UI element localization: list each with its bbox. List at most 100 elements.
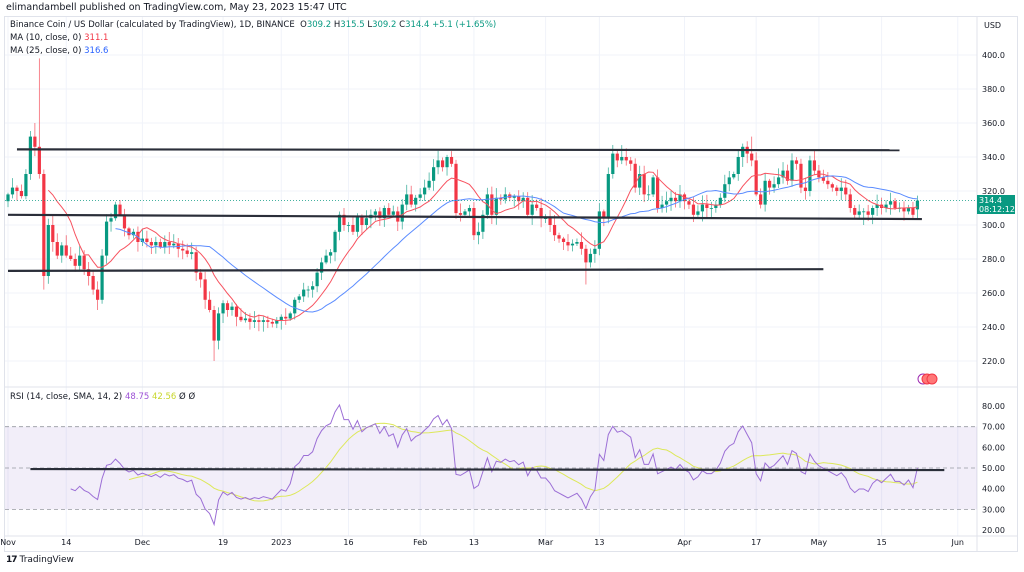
candle-body bbox=[382, 208, 386, 219]
rsi-tick-label: 80.00 bbox=[982, 402, 1005, 411]
candle-body bbox=[521, 197, 525, 202]
last-price: 314.4 bbox=[979, 196, 1002, 205]
candle-body bbox=[490, 194, 494, 215]
candle-body bbox=[225, 303, 230, 310]
candle-body bbox=[915, 200, 920, 210]
candle-body bbox=[203, 279, 207, 300]
candle-body bbox=[597, 211, 601, 249]
candle-body bbox=[306, 289, 310, 291]
x-tick-label: Jun bbox=[951, 538, 965, 547]
candle-body bbox=[100, 255, 104, 300]
candle-body bbox=[391, 211, 395, 215]
candle-body bbox=[624, 157, 628, 161]
candle-body bbox=[212, 310, 216, 341]
candle-body bbox=[275, 320, 279, 324]
candle-body bbox=[64, 245, 68, 256]
price-tick-label: 360.0 bbox=[982, 119, 1005, 128]
price-tick-label: 260.0 bbox=[982, 289, 1005, 298]
x-tick-label: Dec bbox=[135, 538, 150, 547]
ma10-legend[interactable]: MA (10, close, 0) 311.1 bbox=[10, 33, 108, 43]
candle-body bbox=[346, 225, 351, 226]
trendline-support bbox=[7, 213, 922, 221]
candle-body bbox=[517, 196, 521, 202]
trendline-lower-support bbox=[7, 268, 824, 272]
candle-body bbox=[216, 313, 221, 341]
candle-body bbox=[857, 211, 861, 215]
candle-body bbox=[539, 208, 543, 219]
candle-body bbox=[499, 197, 503, 200]
currency-label[interactable]: USD bbox=[984, 21, 1002, 30]
candle-body bbox=[337, 214, 342, 232]
candle-body bbox=[458, 213, 463, 215]
candle-body bbox=[243, 318, 248, 321]
candle-body bbox=[660, 204, 664, 208]
symbol-title: Binance Coin / US Dollar (calculated by … bbox=[10, 20, 295, 30]
candle-body bbox=[230, 306, 234, 310]
candle-body bbox=[427, 180, 431, 188]
candle-body bbox=[647, 194, 651, 196]
candle-body bbox=[51, 225, 55, 242]
candle-body bbox=[378, 211, 382, 219]
candle-body bbox=[835, 187, 839, 191]
candle-body bbox=[794, 160, 799, 164]
x-tick-label: Nov bbox=[0, 538, 16, 547]
candle-body bbox=[257, 320, 261, 322]
candle-body bbox=[687, 201, 691, 205]
candle-body bbox=[606, 174, 610, 219]
candle-body bbox=[620, 157, 624, 161]
candle-body bbox=[324, 255, 328, 263]
rsi-legend[interactable]: RSI (14, close, SMA, 14, 2) 48.75 42.56 … bbox=[10, 392, 195, 402]
candle-body bbox=[718, 197, 722, 205]
candle-body bbox=[584, 248, 588, 263]
candle-body bbox=[535, 204, 539, 208]
candle-body bbox=[440, 160, 445, 168]
price-tick-label: 320.0 bbox=[982, 187, 1005, 196]
candle-body bbox=[642, 174, 646, 195]
candle-body bbox=[826, 180, 830, 185]
candle-body bbox=[15, 187, 19, 191]
ma25-legend[interactable]: MA (25, close, 0) 316.6 bbox=[10, 46, 108, 56]
candle-body bbox=[669, 197, 673, 202]
open-value: 309.2 bbox=[306, 20, 332, 30]
candle-body bbox=[69, 255, 73, 259]
candle-body bbox=[42, 174, 46, 276]
rsi-tick-label: 30.00 bbox=[982, 505, 1005, 514]
rsi-sma-value: 42.56 bbox=[152, 392, 177, 402]
candle-body bbox=[181, 248, 185, 251]
candle-body bbox=[768, 180, 772, 188]
rsi-sma-line bbox=[128, 422, 918, 502]
candle-body bbox=[33, 136, 37, 147]
rsi-tick-label: 20.00 bbox=[982, 526, 1005, 535]
candle-body bbox=[154, 242, 158, 246]
candle-body bbox=[55, 242, 59, 256]
ma25-value: 316.6 bbox=[84, 46, 109, 56]
candle-body bbox=[221, 303, 225, 314]
footer-brand[interactable]: 17 TradingView bbox=[6, 555, 74, 565]
candle-body bbox=[288, 313, 292, 319]
close-value: 314.4 bbox=[405, 20, 430, 30]
candle-body bbox=[853, 208, 857, 215]
rsi-extra-values: Ø Ø bbox=[179, 392, 196, 402]
x-tick-label: 19 bbox=[218, 538, 228, 547]
publish-info: elimandambell published on TradingView.c… bbox=[6, 2, 347, 13]
candle-body bbox=[638, 174, 642, 188]
candle-body bbox=[615, 153, 619, 161]
candle-body bbox=[91, 276, 95, 290]
price-tick-label: 400.0 bbox=[982, 51, 1005, 60]
price-tick-label: 280.0 bbox=[982, 255, 1005, 264]
candle-body bbox=[414, 197, 418, 205]
candle-body bbox=[234, 306, 239, 317]
candle-body bbox=[445, 157, 449, 168]
candle-body bbox=[328, 252, 333, 256]
candle-body bbox=[28, 136, 32, 174]
open-label: O bbox=[300, 20, 307, 30]
candle-body bbox=[579, 242, 584, 249]
bar-countdown: 08:12:12 bbox=[979, 205, 1015, 214]
candle-body bbox=[785, 170, 790, 181]
candle-body bbox=[633, 163, 637, 188]
candle-body bbox=[270, 321, 274, 324]
candle-body bbox=[888, 201, 893, 205]
candle-body bbox=[252, 320, 256, 322]
brand-name: TradingView bbox=[19, 555, 74, 565]
